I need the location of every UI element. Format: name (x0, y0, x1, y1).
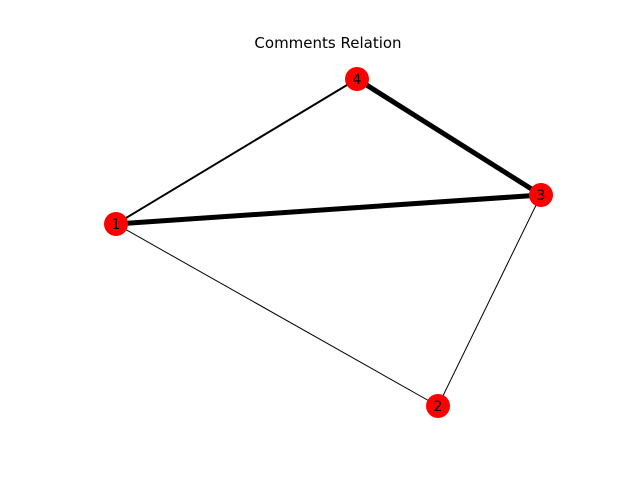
edge-4-3 (355, 76, 543, 198)
node-2: 2 (426, 394, 450, 418)
node-circle-3 (529, 183, 553, 207)
node-1: 1 (104, 212, 128, 236)
node-3: 3 (529, 183, 553, 207)
edge-1-2 (115, 223, 439, 407)
node-label-1: 1 (112, 217, 121, 233)
node-label-3: 3 (537, 188, 546, 204)
nodes-layer: 1 2 3 4 (104, 67, 553, 418)
edges-layer (115, 76, 543, 407)
node-label-4: 4 (353, 72, 362, 88)
node-circle-1 (104, 212, 128, 236)
node-label-2: 2 (434, 399, 443, 415)
node-circle-4 (345, 67, 369, 91)
node-4: 4 (345, 67, 369, 91)
edge-1-4 (115, 78, 358, 225)
figure-title: Comments Relation (254, 34, 402, 52)
edge-3-2 (437, 194, 542, 407)
node-circle-2 (426, 394, 450, 418)
edge-1-3 (115, 192, 542, 227)
